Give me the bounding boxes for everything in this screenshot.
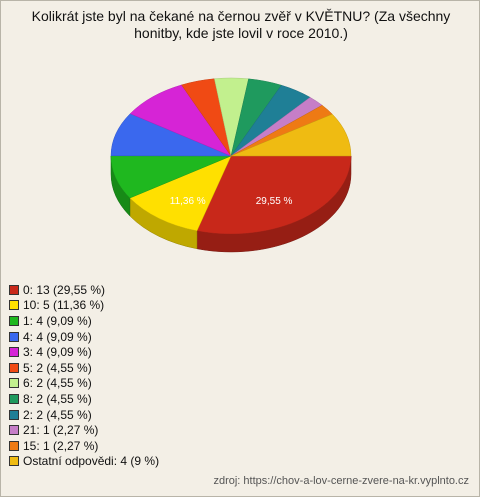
legend-swatch bbox=[9, 362, 19, 373]
legend-label: 6: 2 (4,55 %) bbox=[23, 376, 92, 391]
legend-swatch bbox=[9, 300, 19, 311]
legend-swatch bbox=[9, 425, 19, 436]
legend-item: 3: 4 (9,09 %) bbox=[9, 344, 159, 360]
legend-label: 21: 1 (2,27 %) bbox=[23, 423, 99, 438]
legend-swatch bbox=[9, 315, 19, 326]
legend-swatch bbox=[9, 347, 19, 358]
legend-swatch bbox=[9, 393, 19, 404]
legend-item: 6: 2 (4,55 %) bbox=[9, 376, 159, 392]
legend-item: 15: 1 (2,27 %) bbox=[9, 438, 159, 454]
legend-label: 5: 2 (4,55 %) bbox=[23, 360, 92, 375]
legend-item: 2: 2 (4,55 %) bbox=[9, 407, 159, 423]
legend-label: 2: 2 (4,55 %) bbox=[23, 407, 92, 422]
legend-item: 5: 2 (4,55 %) bbox=[9, 360, 159, 376]
legend-label: 1: 4 (9,09 %) bbox=[23, 313, 92, 328]
legend-label: 8: 2 (4,55 %) bbox=[23, 391, 92, 406]
legend-label: 3: 4 (9,09 %) bbox=[23, 345, 92, 360]
legend-item: 10: 5 (11,36 %) bbox=[9, 298, 159, 314]
legend-label: 4: 4 (9,09 %) bbox=[23, 329, 92, 344]
chart-title: Kolikrát jste byl na čekané na černou zv… bbox=[31, 8, 451, 41]
slice bbox=[129, 155, 232, 232]
legend-swatch bbox=[9, 378, 19, 389]
slice-label: 29,55 % bbox=[256, 196, 293, 207]
legend-item: 1: 4 (9,09 %) bbox=[9, 313, 159, 329]
slice-label: 11,36 % bbox=[170, 196, 206, 207]
legend: 0: 13 (29,55 %) 10: 5 (11,36 %) 1: 4 (9,09… bbox=[9, 282, 159, 469]
slice bbox=[196, 155, 352, 235]
pie: 29,55 % 11,36 % bbox=[110, 77, 352, 253]
slice bbox=[230, 113, 352, 157]
legend-swatch bbox=[9, 440, 19, 451]
legend-item: Ostatní odpovědi: 4 (9 %) bbox=[9, 454, 159, 470]
legend-label: 0: 13 (29,55 %) bbox=[23, 282, 106, 297]
legend-swatch bbox=[9, 331, 19, 342]
legend-label: 15: 1 (2,27 %) bbox=[23, 438, 99, 453]
legend-item: 21: 1 (2,27 %) bbox=[9, 422, 159, 438]
legend-swatch bbox=[9, 409, 19, 420]
legend-swatch bbox=[9, 456, 19, 467]
legend-item: 4: 4 (9,09 %) bbox=[9, 329, 159, 345]
legend-swatch bbox=[9, 284, 19, 295]
legend-item: 0: 13 (29,55 %) bbox=[9, 282, 159, 298]
source: zdroj: https://chov-a-lov-cerne-zvere-na… bbox=[213, 475, 469, 487]
legend-item: 8: 2 (4,55 %) bbox=[9, 391, 159, 407]
legend-label: 10: 5 (11,36 %) bbox=[23, 298, 105, 313]
legend-label: Ostatní odpovědi: 4 (9 %) bbox=[23, 454, 160, 469]
